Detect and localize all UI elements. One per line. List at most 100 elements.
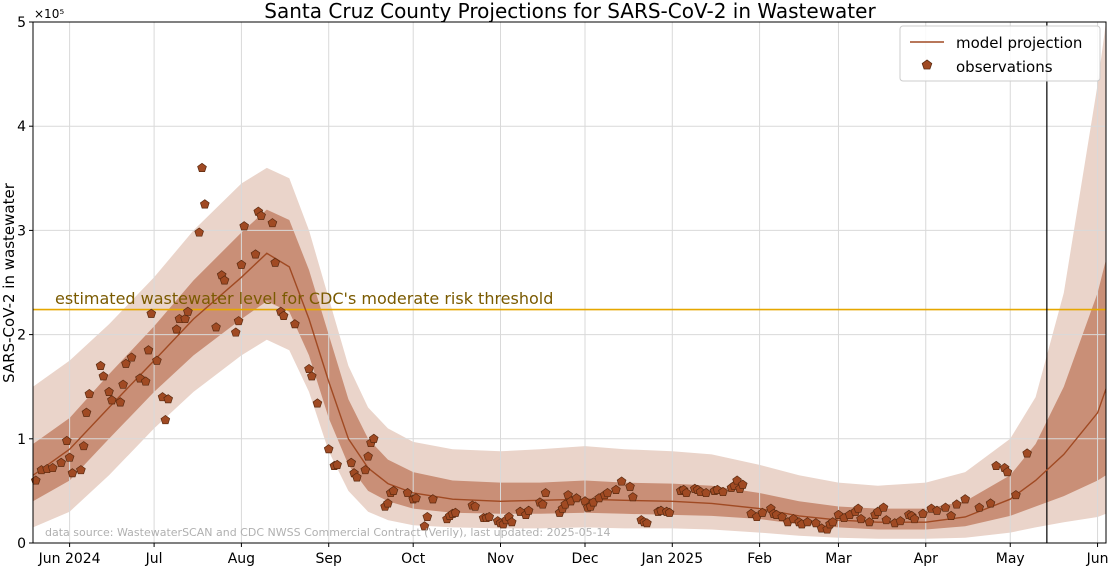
observation-point bbox=[368, 433, 379, 443]
observation-point bbox=[194, 227, 204, 237]
observation-point bbox=[540, 487, 551, 498]
observation-point bbox=[360, 465, 371, 475]
observation-point bbox=[236, 259, 247, 269]
observation-point bbox=[346, 457, 357, 467]
observation-point bbox=[506, 517, 517, 527]
observation-point bbox=[267, 218, 278, 228]
legend-label-model: model projection bbox=[956, 34, 1082, 52]
observation-point bbox=[140, 376, 151, 386]
observation-point bbox=[230, 327, 241, 337]
observation-point bbox=[881, 515, 892, 525]
observation-point bbox=[278, 310, 289, 320]
observation-point bbox=[304, 363, 314, 374]
observation-markers bbox=[30, 162, 1032, 534]
observation-point bbox=[616, 476, 627, 486]
observation-point bbox=[107, 395, 117, 405]
y-tick-label: 3 bbox=[17, 223, 26, 239]
observation-point bbox=[171, 324, 182, 334]
observation-point bbox=[718, 486, 728, 497]
observation-point bbox=[802, 517, 813, 527]
observation-point bbox=[163, 394, 174, 404]
observation-point bbox=[383, 498, 393, 508]
observation-point bbox=[143, 345, 154, 355]
observation-point bbox=[864, 517, 875, 527]
observation-point bbox=[197, 162, 207, 172]
observation-point bbox=[951, 499, 962, 509]
observation-point bbox=[388, 485, 399, 495]
observation-point bbox=[484, 511, 495, 522]
band-80 bbox=[33, 209, 1106, 530]
observation-point bbox=[239, 221, 250, 231]
observation-point bbox=[960, 494, 971, 504]
observation-point bbox=[853, 503, 863, 513]
observation-point bbox=[76, 465, 86, 475]
chart-texts: Santa Cruz County Projections for SARS-C… bbox=[0, 0, 876, 539]
observation-point bbox=[81, 407, 92, 417]
observation-point bbox=[571, 493, 582, 503]
x-tick-label: Jun 2024 bbox=[38, 551, 101, 566]
observation-point bbox=[95, 360, 106, 370]
x-tick-label: Nov bbox=[487, 551, 514, 566]
observation-point bbox=[681, 487, 692, 498]
x-tick-label: Mar bbox=[825, 551, 852, 566]
x-tick-label: Dec bbox=[571, 551, 598, 566]
observation-point bbox=[56, 457, 66, 467]
observation-point bbox=[811, 518, 821, 528]
x-tick-label: Jul bbox=[145, 551, 163, 566]
observation-point bbox=[856, 513, 866, 524]
observation-point bbox=[428, 494, 438, 504]
projection-line bbox=[33, 252, 1106, 523]
observation-point bbox=[664, 507, 675, 517]
observation-point bbox=[625, 481, 635, 491]
legend-box bbox=[899, 25, 1101, 82]
observation-point bbox=[152, 355, 162, 365]
observation-point bbox=[642, 518, 652, 528]
observation-point bbox=[256, 210, 266, 220]
x-tick-label: May bbox=[996, 551, 1025, 566]
chart-title: Santa Cruz County Projections for SARS-C… bbox=[264, 0, 876, 23]
observation-point bbox=[523, 505, 534, 515]
observation-point bbox=[1022, 448, 1032, 458]
x-tick-label: Feb bbox=[747, 551, 772, 566]
observation-point bbox=[180, 313, 190, 324]
observation-point bbox=[537, 499, 548, 509]
observation-point bbox=[219, 275, 230, 285]
observation-point bbox=[126, 352, 137, 362]
observation-point bbox=[183, 306, 193, 316]
observation-point bbox=[991, 460, 1001, 470]
source-note: data source: WastewaterSCAN and CDC NWSS… bbox=[45, 526, 611, 539]
y-axis-label: SARS-CoV-2 in wastewater bbox=[0, 182, 18, 383]
observation-point bbox=[233, 316, 244, 326]
observation-point bbox=[118, 379, 128, 389]
observation-point bbox=[306, 371, 317, 381]
projection-line-group bbox=[33, 252, 1106, 523]
observation-point bbox=[199, 199, 210, 209]
observation-point bbox=[402, 487, 413, 498]
observation-point bbox=[270, 257, 281, 267]
x-tick-label: Jun bbox=[1086, 551, 1109, 566]
observation-point bbox=[737, 479, 748, 489]
observation-point bbox=[323, 444, 334, 454]
observation-point bbox=[757, 507, 768, 517]
observation-point bbox=[1011, 490, 1021, 500]
plot-frame bbox=[32, 21, 1107, 544]
observation-point bbox=[411, 493, 421, 503]
observation-point bbox=[160, 414, 171, 425]
observation-point bbox=[104, 386, 114, 396]
observation-point bbox=[985, 498, 996, 508]
x-tick-label: Aug bbox=[228, 551, 255, 566]
observation-point bbox=[332, 459, 342, 469]
observation-point bbox=[1002, 467, 1013, 477]
y-tick-label: 1 bbox=[17, 432, 26, 448]
observation-point bbox=[946, 510, 956, 520]
observation-point bbox=[827, 517, 838, 527]
observation-point bbox=[878, 502, 889, 512]
legend: model projection observations bbox=[899, 25, 1101, 82]
observation-point bbox=[450, 507, 461, 517]
observation-point bbox=[98, 371, 109, 381]
observation-point bbox=[61, 435, 72, 445]
observation-point bbox=[611, 484, 621, 494]
x-tick-label: Apr bbox=[914, 551, 938, 566]
